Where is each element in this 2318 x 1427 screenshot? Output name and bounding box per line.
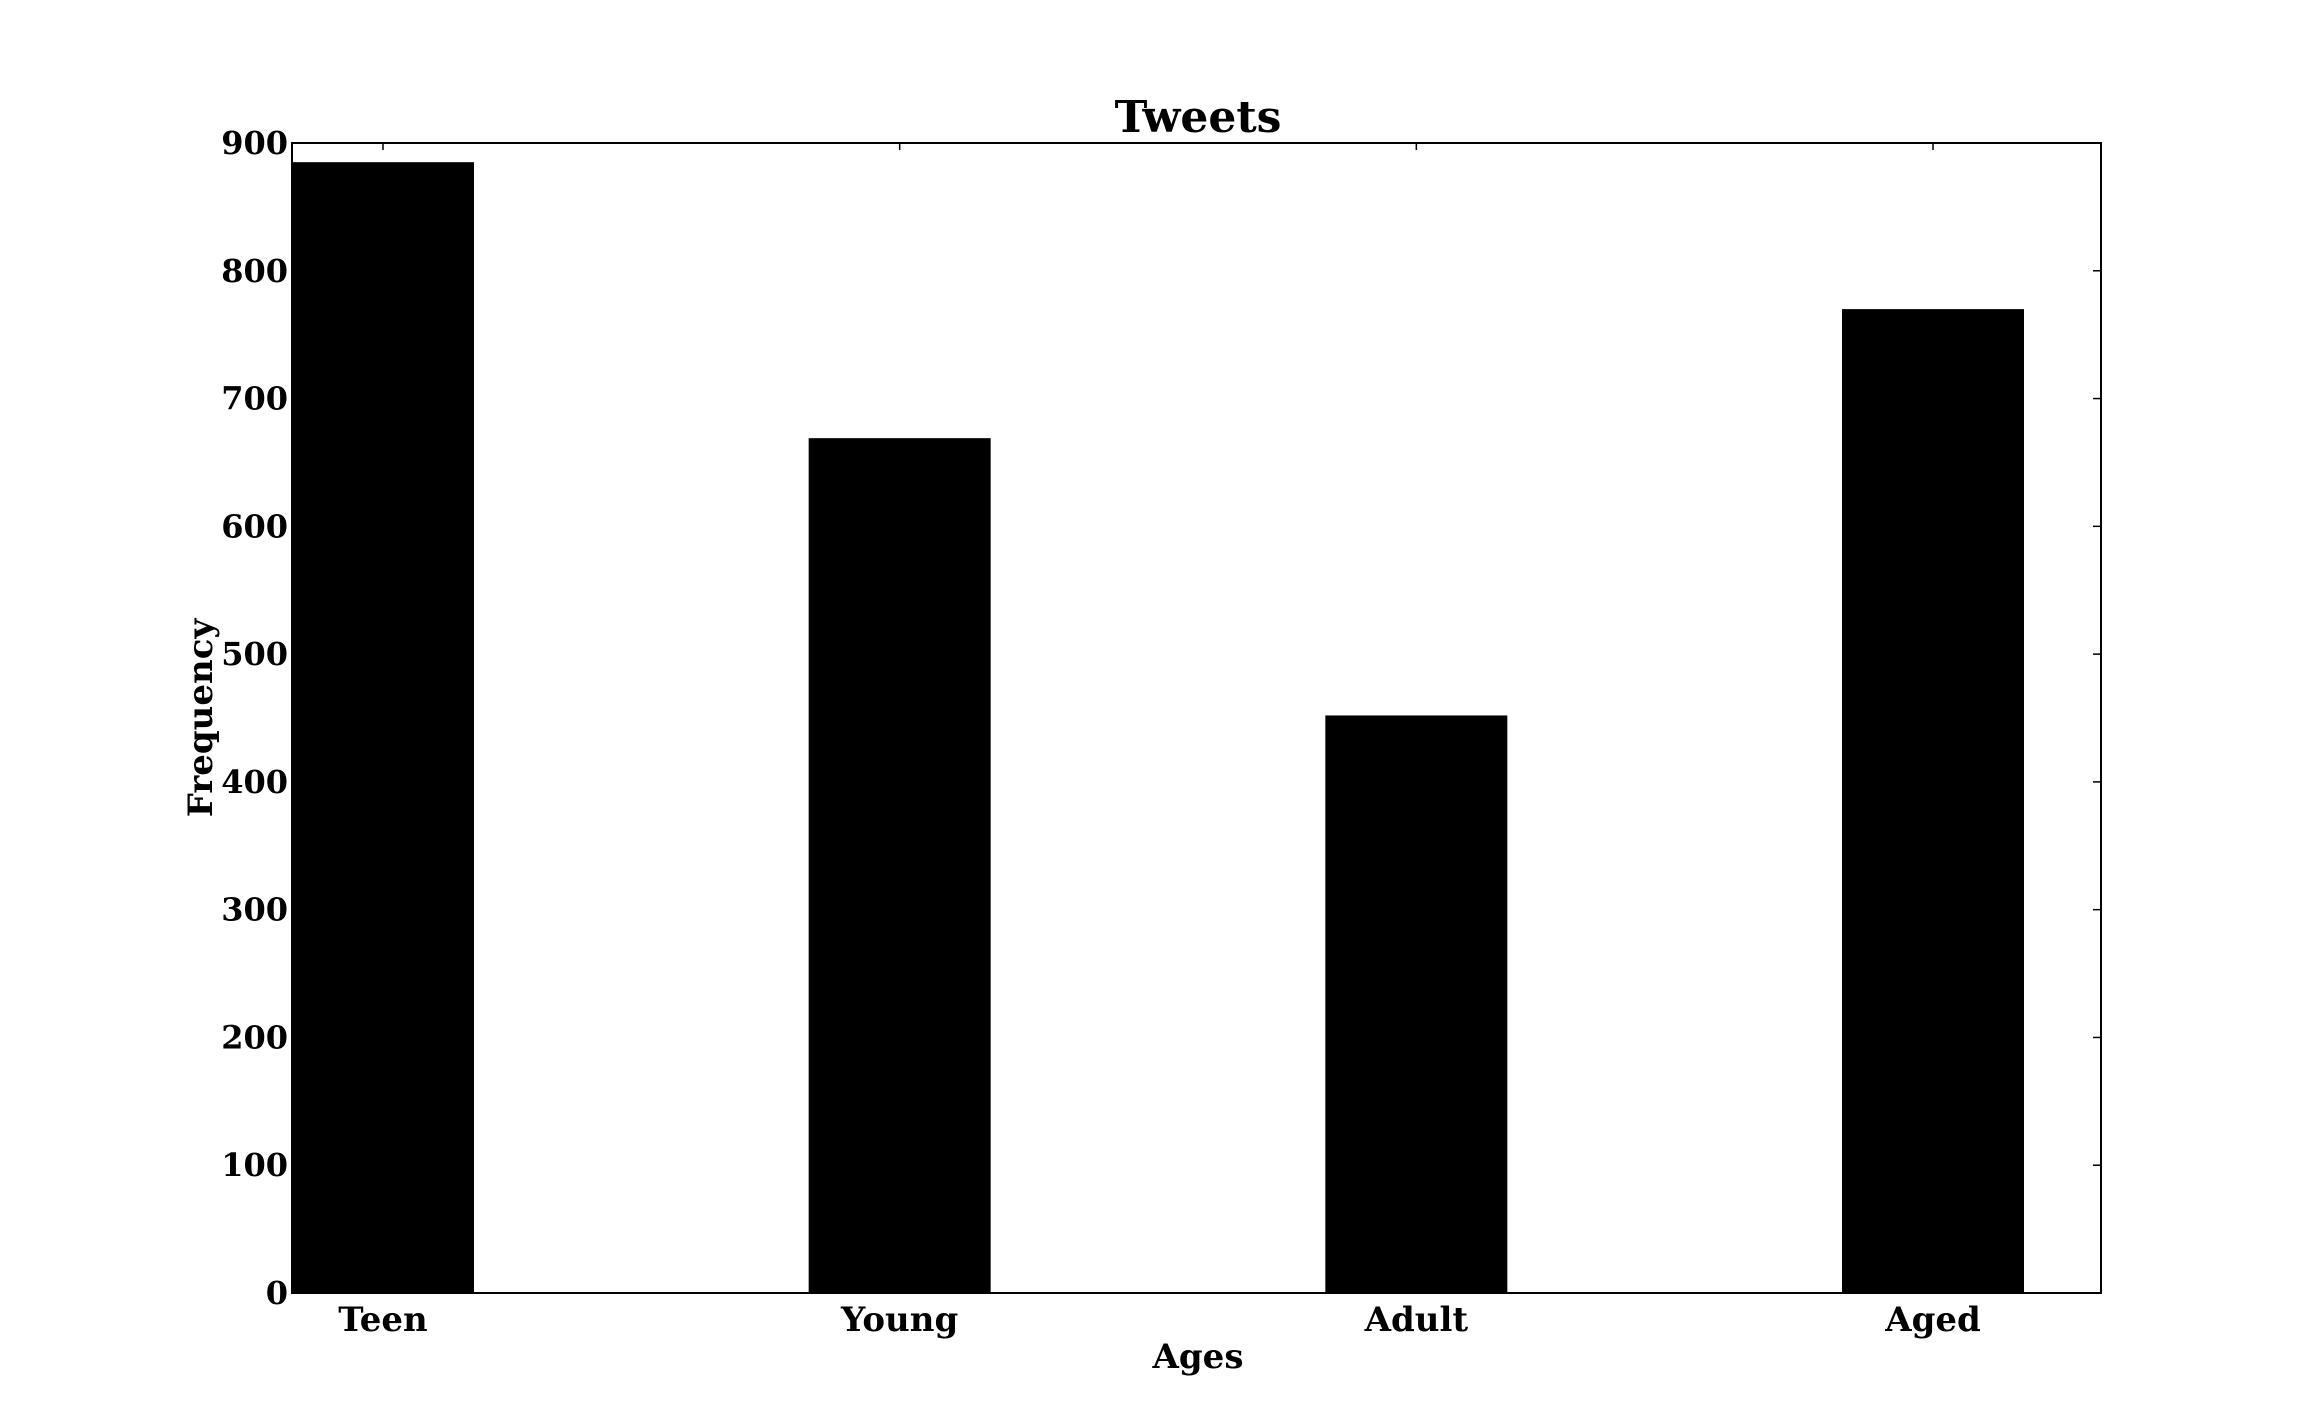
y-tick-label: 400 [221, 763, 288, 801]
chart-title: Tweets [1115, 92, 1282, 143]
x-tick-label: Adult [1364, 1300, 1469, 1340]
bar-aged [1842, 309, 2024, 1294]
x-tick-label: Aged [1884, 1300, 1981, 1340]
y-tick-label: 300 [221, 891, 288, 929]
y-tick-label: 200 [221, 1018, 288, 1056]
x-axis: Teen Young Adult Aged [338, 143, 1981, 1340]
plot-frame [291, 142, 2102, 1294]
y-tick-label: 800 [221, 252, 288, 290]
bar-adult [1325, 715, 1508, 1293]
x-tick-label: Young [840, 1300, 958, 1340]
y-tick-label: 600 [221, 507, 288, 545]
y-axis: 0 100 200 300 400 500 600 700 800 900 [221, 124, 2101, 1312]
bar-young [808, 438, 991, 1294]
y-tick-label: 100 [221, 1146, 288, 1184]
bars-layer [292, 162, 2024, 1294]
y-tick-label: 0 [266, 1274, 288, 1312]
x-axis-label: Ages [1152, 1337, 1244, 1377]
x-tick-label: Teen [338, 1300, 427, 1340]
bar-teen [292, 162, 474, 1294]
y-axis-label: Frequency [181, 618, 221, 818]
y-tick-label: 500 [221, 635, 288, 673]
y-tick-label: 700 [221, 380, 288, 418]
y-tick-label: 900 [221, 124, 288, 162]
